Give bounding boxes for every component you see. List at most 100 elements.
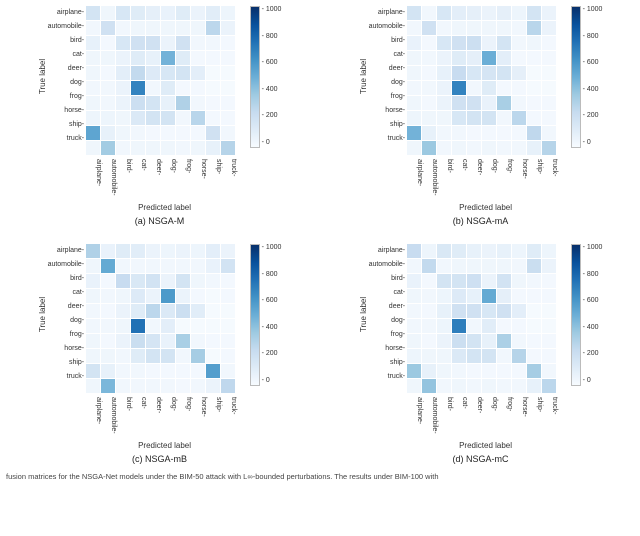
- heatmap-cell: [146, 126, 160, 140]
- heatmap-cell: [482, 126, 496, 140]
- heatmap-cell: [101, 111, 115, 125]
- y-tick-label: ship-: [369, 356, 406, 370]
- heatmap-cell: [101, 141, 115, 155]
- heatmap-cell: [452, 126, 466, 140]
- heatmap-cell: [527, 141, 541, 155]
- heatmap-cell: [512, 66, 526, 80]
- heatmap-cell: [146, 6, 160, 20]
- heatmap-cell: [482, 6, 496, 20]
- heatmap-cell: [437, 36, 451, 50]
- heatmap-cell: [452, 96, 466, 110]
- heatmap-cell: [467, 259, 481, 273]
- heatmap-cell: [191, 111, 205, 125]
- heatmap-cell: [422, 334, 436, 348]
- heatmap-matrix: [407, 6, 556, 155]
- y-tick-label: dog-: [48, 76, 85, 90]
- heatmap-cell: [191, 364, 205, 378]
- heatmap-cell: [452, 289, 466, 303]
- heatmap-cell: [86, 21, 100, 35]
- heatmap-cell: [452, 51, 466, 65]
- heatmap-cell: [437, 66, 451, 80]
- heatmap-cell: [131, 36, 145, 50]
- heatmap-cell: [101, 274, 115, 288]
- x-axis-label: Predicted label: [411, 441, 561, 450]
- heatmap-cell: [221, 334, 235, 348]
- heatmap-cell: [176, 274, 190, 288]
- heatmap-cell: [497, 334, 511, 348]
- heatmap-cell: [467, 244, 481, 258]
- heatmap-cell: [176, 111, 190, 125]
- heatmap-cell: [86, 81, 100, 95]
- heatmap-cell: [542, 21, 556, 35]
- heatmap-cell: [542, 304, 556, 318]
- heatmap-cell: [452, 21, 466, 35]
- heatmap-cell: [161, 141, 175, 155]
- heatmap-cell: [542, 349, 556, 363]
- heatmap-cell: [176, 259, 190, 273]
- heatmap-cell: [176, 349, 190, 363]
- heatmap-cell: [101, 6, 115, 20]
- heatmap-cell: [452, 379, 466, 393]
- heatmap-cell: [527, 379, 541, 393]
- heatmap-cell: [116, 141, 130, 155]
- heatmap-cell: [146, 141, 160, 155]
- heatmap-cell: [512, 349, 526, 363]
- heatmap-cell: [452, 304, 466, 318]
- heatmap-cell: [191, 289, 205, 303]
- x-tick-label: truck-: [193, 159, 237, 174]
- heatmap-cell: [86, 379, 100, 393]
- heatmap-cell: [527, 304, 541, 318]
- heatmap-cell: [131, 141, 145, 155]
- heatmap-cell: [221, 364, 235, 378]
- heatmap-cell: [527, 349, 541, 363]
- heatmap-cell: [542, 81, 556, 95]
- y-tick-label: dog-: [48, 314, 85, 328]
- heatmap-cell: [437, 304, 451, 318]
- heatmap-cell: [422, 364, 436, 378]
- heatmap-cell: [512, 274, 526, 288]
- heatmap-cell: [101, 289, 115, 303]
- colorbar-tick: - 400: [583, 86, 603, 93]
- heatmap-cell: [161, 274, 175, 288]
- y-tick-label: bird-: [369, 272, 406, 286]
- y-tick-label: airplane-: [369, 244, 406, 258]
- heatmap-cell: [221, 36, 235, 50]
- colorbar-tick: - 400: [583, 324, 603, 331]
- heatmap-cell: [527, 81, 541, 95]
- heatmap-cell: [116, 21, 130, 35]
- heatmap-cell: [161, 126, 175, 140]
- heatmap-cell: [452, 141, 466, 155]
- heatmap-cell: [407, 244, 421, 258]
- heatmap-cell: [191, 334, 205, 348]
- heatmap-cell: [482, 141, 496, 155]
- y-axis-label: True label: [38, 296, 47, 331]
- heatmap-cell: [176, 36, 190, 50]
- y-tick-label: ship-: [369, 118, 406, 132]
- heatmap-cell: [176, 96, 190, 110]
- heatmap-cell: [206, 244, 220, 258]
- heatmap-cell: [191, 379, 205, 393]
- heatmap-cell: [512, 244, 526, 258]
- heatmap-cell: [161, 96, 175, 110]
- panel-caption: (d) NSGA-mC: [453, 454, 509, 464]
- heatmap-cell: [452, 66, 466, 80]
- heatmap-cell: [512, 259, 526, 273]
- y-tick-label: automobile-: [369, 258, 406, 272]
- colorbar: [571, 6, 581, 148]
- colorbar-tick: - 0: [262, 139, 282, 146]
- heatmap-cell: [161, 349, 175, 363]
- heatmap-cell: [221, 81, 235, 95]
- heatmap-cell: [482, 244, 496, 258]
- heatmap-cell: [86, 111, 100, 125]
- heatmap-cell: [497, 81, 511, 95]
- heatmap-cell: [206, 141, 220, 155]
- heatmap-cell: [146, 349, 160, 363]
- heatmap-cell: [542, 274, 556, 288]
- heatmap-cell: [407, 364, 421, 378]
- heatmap-cell: [437, 96, 451, 110]
- heatmap-cell: [176, 289, 190, 303]
- heatmap-cell: [467, 289, 481, 303]
- colorbar-tick: - 600: [262, 59, 282, 66]
- heatmap-cell: [161, 334, 175, 348]
- heatmap-cell: [497, 274, 511, 288]
